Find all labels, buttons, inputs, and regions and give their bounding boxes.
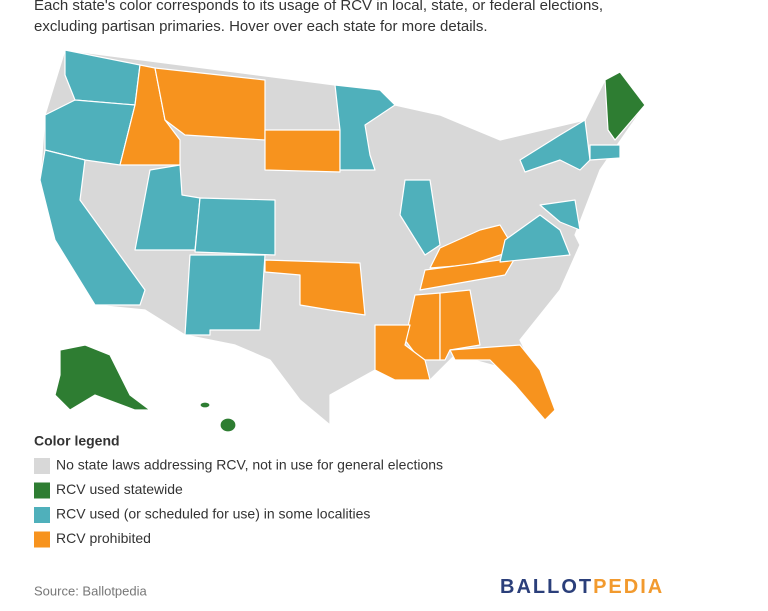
state[interactable] — [399, 179, 441, 256]
intro-text: excluding partisan primaries. Hover over… — [34, 18, 488, 35]
logo-part: BALLOT — [500, 576, 593, 598]
state[interactable] — [54, 344, 151, 411]
legend-label: RCV used statewide — [56, 481, 183, 497]
state[interactable] — [519, 119, 591, 173]
legend-label: No state laws addressing RCV, not in use… — [56, 457, 443, 473]
us-map — [39, 49, 646, 433]
legend-label: RCV used (or scheduled for use) in some … — [56, 506, 370, 522]
state[interactable] — [194, 197, 276, 256]
state[interactable] — [264, 129, 341, 173]
state[interactable] — [589, 144, 621, 161]
legend: No state laws addressing RCV, not in use… — [34, 457, 443, 548]
logo: BALLOTPEDIA — [500, 576, 664, 598]
state[interactable] — [539, 199, 581, 231]
state[interactable] — [199, 401, 211, 409]
state[interactable] — [604, 71, 646, 141]
state[interactable] — [39, 149, 146, 306]
legend-label: RCV prohibited — [56, 530, 151, 546]
legend-title: Color legend — [34, 433, 120, 449]
state[interactable] — [264, 259, 366, 316]
state[interactable] — [184, 254, 266, 336]
state[interactable] — [334, 84, 396, 171]
state[interactable] — [219, 417, 237, 433]
state[interactable] — [374, 324, 431, 381]
state[interactable] — [499, 214, 571, 263]
legend-swatch — [34, 531, 50, 548]
legend-swatch — [34, 507, 50, 523]
state[interactable] — [449, 344, 556, 421]
source: Source: Ballotpedia — [34, 583, 148, 598]
legend-swatch — [34, 458, 50, 474]
state[interactable] — [154, 67, 266, 141]
legend-swatch — [34, 482, 50, 499]
state[interactable] — [419, 257, 516, 291]
logo-part: PEDIA — [593, 576, 664, 598]
intro-text: Each state's color corresponds to its us… — [34, 0, 603, 14]
